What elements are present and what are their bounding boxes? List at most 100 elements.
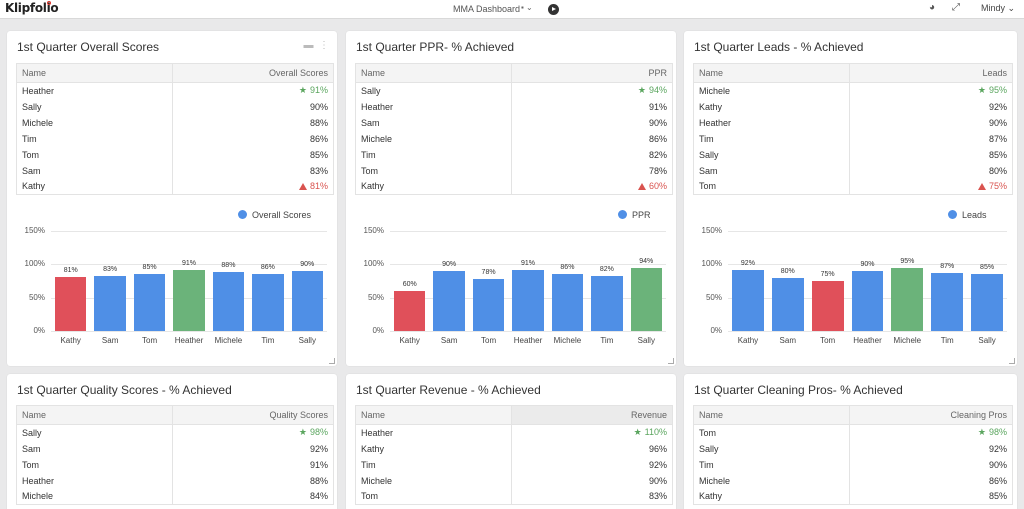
name-cell: Tom [16, 456, 173, 473]
gridline [728, 331, 1007, 332]
scores-table: Name Cleaning Pros Tom ★ 98% Sally 92% Tim 90% M… [693, 405, 1013, 505]
table-row[interactable]: Michele 90% [355, 472, 673, 489]
palette-icon[interactable]: ◕ [929, 2, 936, 13]
table-row[interactable]: Michele ★ 95% [693, 82, 1013, 99]
chart-bar[interactable] [393, 291, 426, 331]
chart-bar[interactable] [54, 277, 87, 331]
value-text: 91% [309, 85, 328, 96]
x-category-label: Heather [174, 336, 204, 345]
app-logo[interactable]: Klipfolio [5, 1, 59, 15]
column-header-value[interactable]: Cleaning Pros [849, 405, 1013, 425]
value-cell: 92% [511, 456, 673, 473]
table-row[interactable]: Tim 82% [355, 146, 673, 163]
chart-bar[interactable] [433, 271, 465, 331]
bar-data-label: 90% [442, 261, 457, 268]
table-row[interactable]: Tom ★ 98% [693, 424, 1013, 441]
card-ppr: 1st Quarter PPR- % Achieved Name PPR Sall… [346, 31, 676, 366]
chart-bar[interactable] [731, 269, 764, 331]
resize-handle[interactable] [1009, 358, 1015, 364]
x-category-label: Tim [940, 336, 954, 345]
column-header-value[interactable]: PPR [511, 63, 673, 83]
table-row[interactable]: Sally 92% [693, 440, 1013, 457]
name-cell: Tim [16, 130, 173, 147]
table-row[interactable]: Michele 88% [16, 114, 334, 131]
table-row[interactable]: Sam 92% [16, 440, 334, 457]
column-header-value[interactable]: Overall Scores [172, 63, 334, 83]
chart-bar[interactable] [133, 274, 166, 331]
column-header-name[interactable]: Name [16, 405, 173, 425]
chart-bar[interactable] [811, 281, 844, 331]
table-row[interactable]: Heather 88% [16, 472, 334, 489]
value-text: 110% [644, 427, 667, 438]
chart-bar[interactable] [591, 276, 623, 331]
chart-bar[interactable] [851, 271, 884, 331]
table-row[interactable]: Kathy 81% [16, 178, 334, 195]
x-category-label: Sam [101, 336, 119, 345]
chart-bar[interactable] [173, 270, 205, 331]
value-cell: 85% [849, 488, 1013, 505]
table-row[interactable]: Tom 78% [355, 162, 673, 179]
table-row[interactable]: Kathy 85% [693, 488, 1013, 505]
chart-bar[interactable] [252, 273, 284, 331]
chart-bar[interactable] [931, 273, 964, 331]
table-row[interactable]: Tim 90% [693, 456, 1013, 473]
chart-bar[interactable] [291, 271, 324, 331]
column-header-name[interactable]: Name [355, 405, 512, 425]
chart-bar[interactable] [771, 277, 804, 331]
table-row[interactable]: Sally 90% [16, 98, 334, 115]
table-row[interactable]: Heather ★ 110% [355, 424, 673, 441]
chart-bar[interactable] [472, 279, 505, 331]
column-header-name[interactable]: Name [355, 63, 512, 83]
table-row[interactable]: Tom 75% [693, 178, 1013, 195]
table-row[interactable]: Tom 91% [16, 456, 334, 473]
dashboard-title[interactable]: MMA Dashboard [453, 4, 521, 14]
name-cell: Tom [355, 162, 512, 179]
table-row[interactable]: Michele 84% [16, 488, 334, 505]
table-row[interactable]: Sam 80% [693, 162, 1013, 179]
resize-handle[interactable] [668, 358, 674, 364]
chart-bar[interactable] [212, 272, 245, 331]
column-header-value[interactable]: Leads [849, 63, 1013, 83]
table-row[interactable]: Tom 85% [16, 146, 334, 163]
comment-icon[interactable]: ▬ [303, 40, 314, 51]
table-row[interactable]: Tom 83% [355, 488, 673, 505]
table-row[interactable]: Sam 83% [16, 162, 334, 179]
fullscreen-icon[interactable]: ⤢ [952, 2, 960, 13]
bar-data-label: 87% [940, 263, 955, 270]
column-header-name[interactable]: Name [16, 63, 173, 83]
chart-bar[interactable] [94, 275, 126, 331]
chart-bar[interactable] [551, 273, 584, 331]
name-cell: Heather [355, 98, 512, 115]
table-row[interactable]: Kathy 96% [355, 440, 673, 457]
chart-bar[interactable] [971, 274, 1003, 331]
table-row[interactable]: Sally 85% [693, 146, 1013, 163]
table-row[interactable]: Tim 92% [355, 456, 673, 473]
table-row[interactable]: Michele 86% [355, 130, 673, 147]
table-row[interactable]: Sam 90% [355, 114, 673, 131]
column-header-value[interactable]: Quality Scores [172, 405, 334, 425]
table-row[interactable]: Heather 90% [693, 114, 1013, 131]
table-row[interactable]: Heather ★ 91% [16, 82, 334, 99]
table-row[interactable]: Heather 91% [355, 98, 673, 115]
table-row[interactable]: Michele 86% [693, 472, 1013, 489]
table-row[interactable]: Kathy 92% [693, 98, 1013, 115]
column-header-name[interactable]: Name [693, 63, 850, 83]
chart-bar[interactable] [512, 270, 544, 331]
resize-handle[interactable] [329, 358, 335, 364]
name-cell: Sally [16, 424, 173, 441]
column-header-value[interactable]: Revenue [511, 405, 673, 425]
table-row[interactable]: Sally ★ 94% [355, 82, 673, 99]
value-cell: 86% [511, 130, 673, 147]
more-icon[interactable]: ⋮ [319, 40, 329, 51]
table-row[interactable]: Sally ★ 98% [16, 424, 334, 441]
dashboard-menu-button[interactable]: ▪ ⌄ [521, 3, 533, 12]
table-row[interactable]: Kathy 60% [355, 178, 673, 195]
table-row[interactable]: Tim 87% [693, 130, 1013, 147]
user-menu[interactable]: Mindy ⌄ [981, 3, 1016, 13]
table-row[interactable]: Tim 86% [16, 130, 334, 147]
chart-bar[interactable] [630, 268, 663, 331]
column-header-name[interactable]: Name [693, 405, 850, 425]
warning-icon [977, 183, 986, 191]
chart-bar[interactable] [891, 267, 924, 331]
play-icon[interactable] [548, 4, 559, 15]
